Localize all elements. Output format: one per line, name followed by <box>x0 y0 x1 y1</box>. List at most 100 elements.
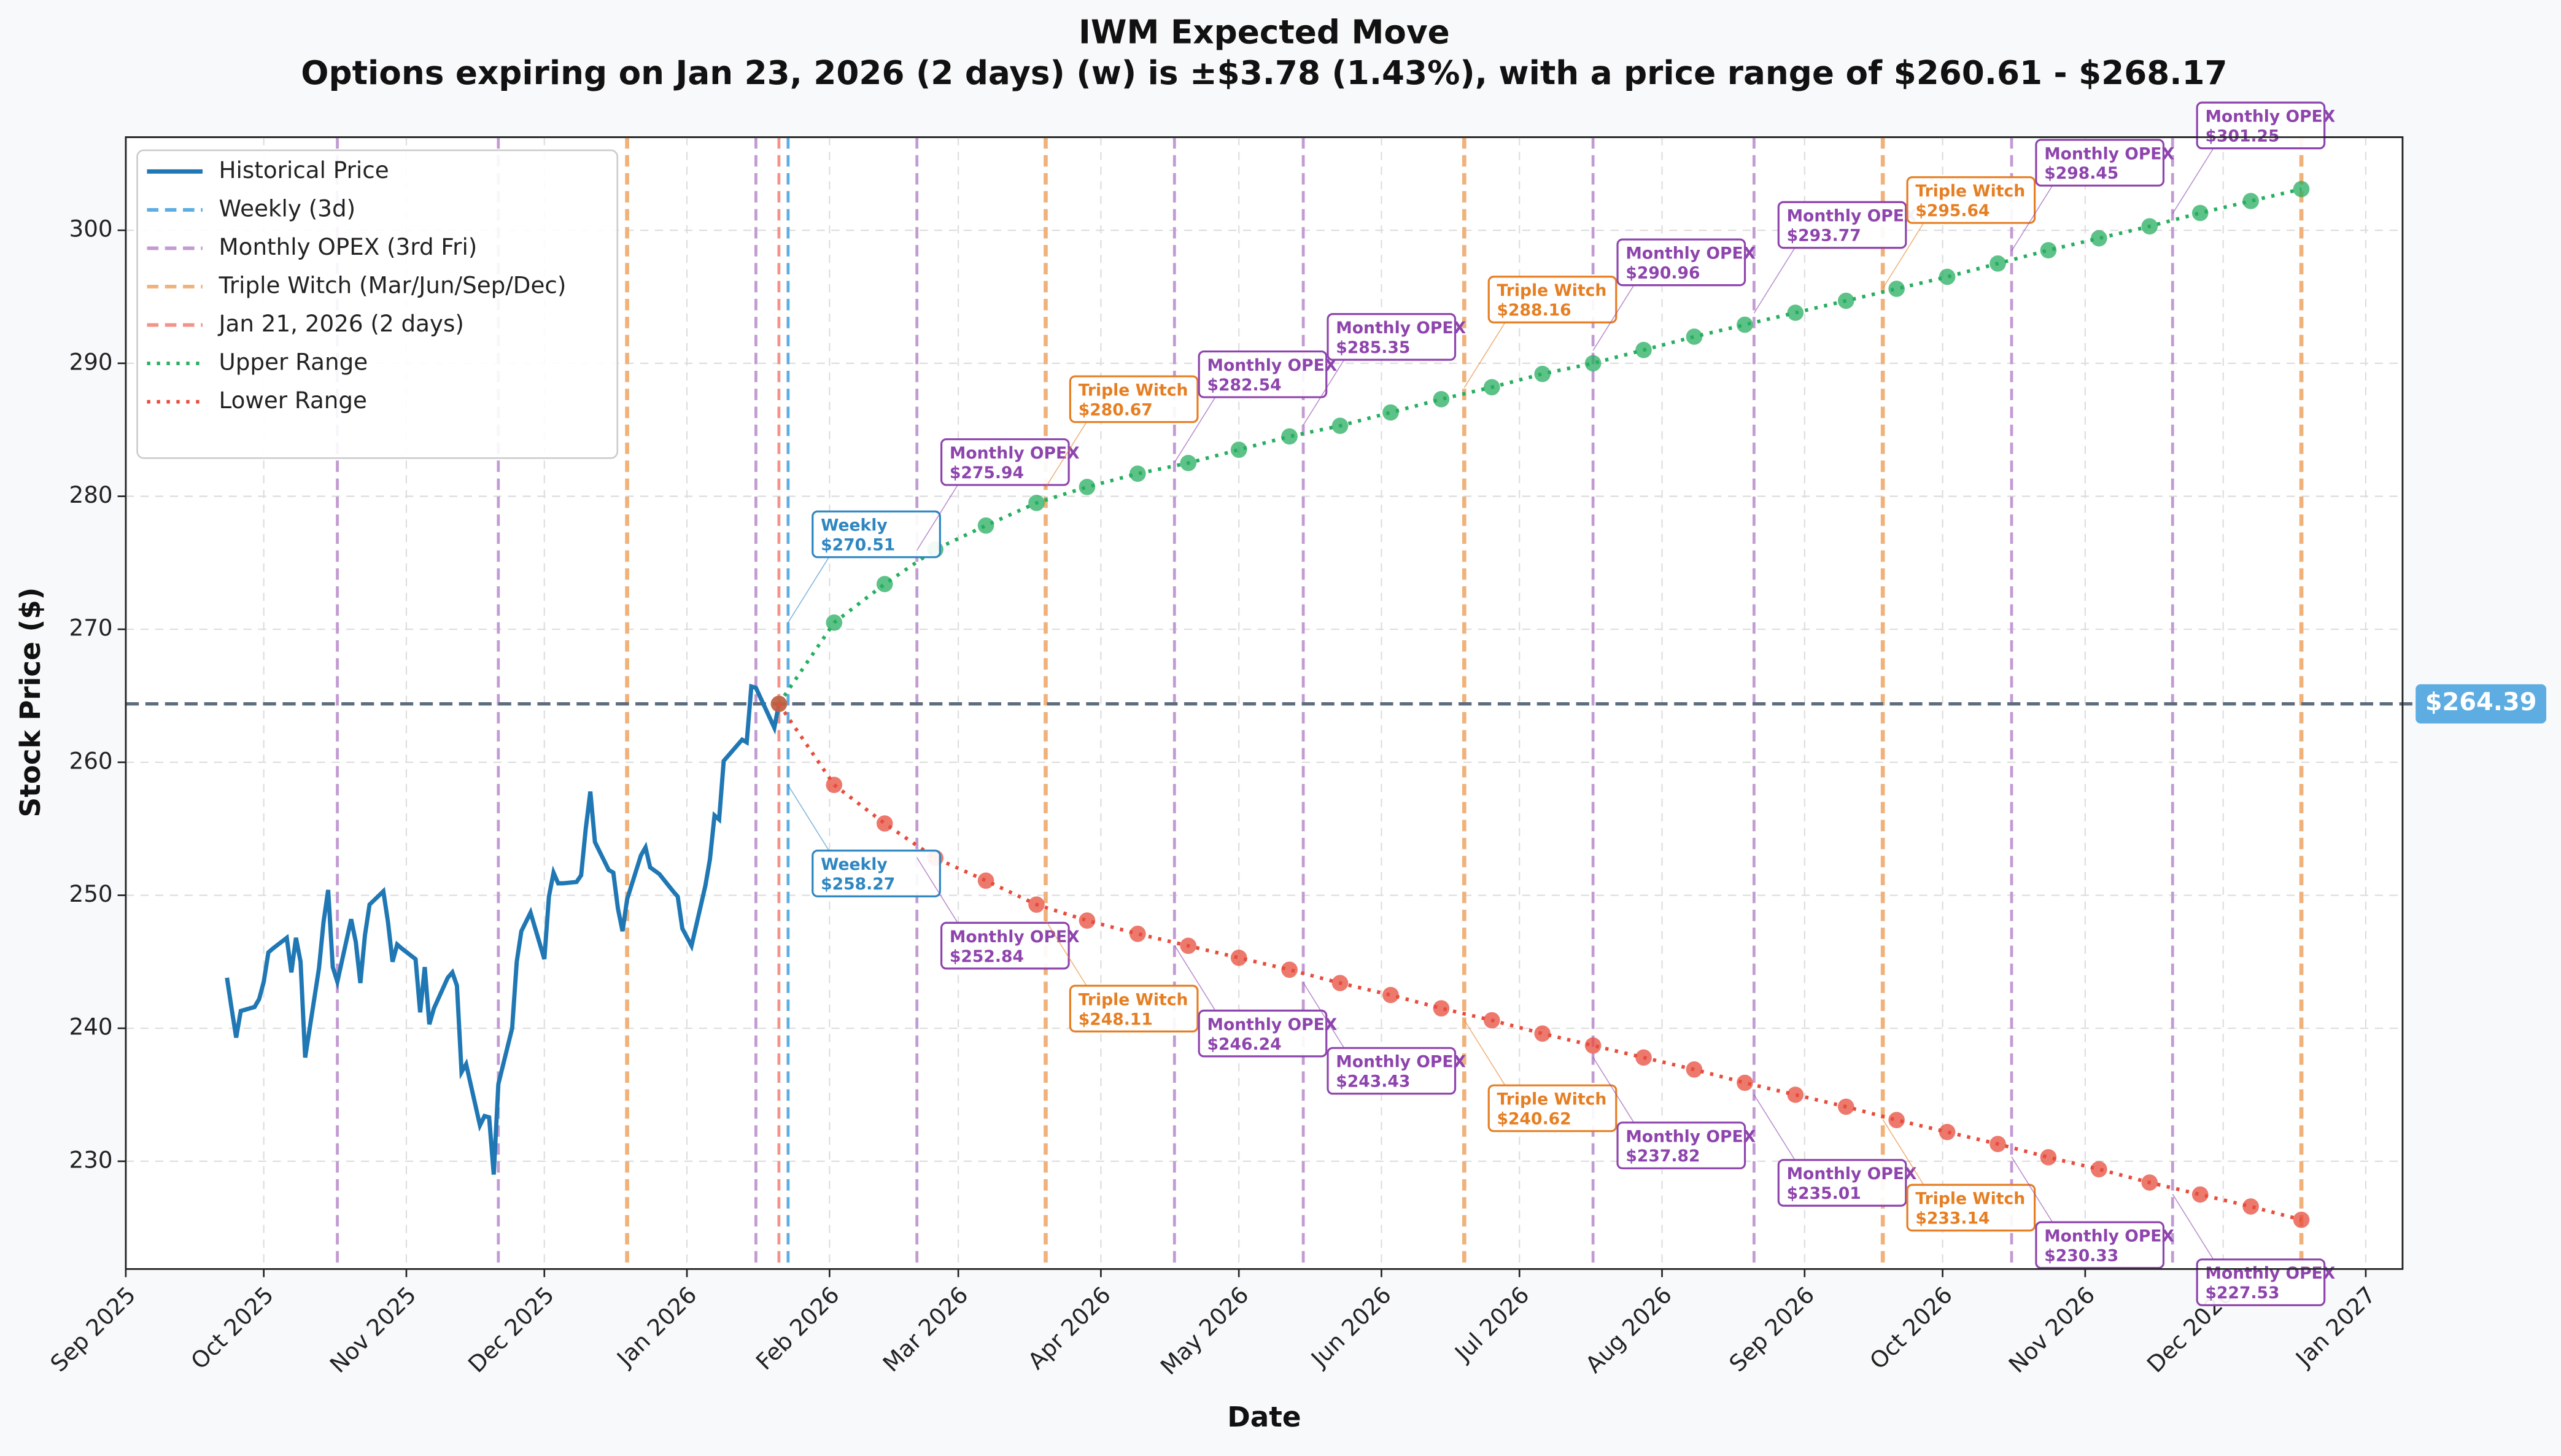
data-point <box>1686 1061 1703 1078</box>
annotation-leader <box>916 484 958 551</box>
data-point <box>1787 1086 1804 1103</box>
data-point <box>1990 255 2006 272</box>
annotation-text: $298.45 <box>2044 164 2118 183</box>
annotation-box <box>1777 201 1907 249</box>
annotation-leader <box>788 784 830 851</box>
data-point <box>1888 1112 1905 1128</box>
annotation-box <box>1777 1159 1907 1207</box>
annotation-leader <box>1882 222 1924 289</box>
plot-area <box>125 136 2404 1270</box>
annotation-label: Monthly OPEX <box>1625 244 1756 263</box>
data-point <box>1180 455 1197 471</box>
data-point <box>1990 1136 2006 1152</box>
data-point <box>770 695 788 713</box>
annotation-label: Monthly OPEX <box>1207 1015 1337 1034</box>
data-point <box>1382 986 1399 1004</box>
legend-box <box>136 149 619 459</box>
chart-title: IWM Expected Move <box>1079 14 1450 52</box>
legend-label: Historical Price <box>219 157 389 184</box>
annotation-label: Weekly <box>821 516 888 535</box>
data-point <box>1281 428 1298 445</box>
annotation-text: $237.82 <box>1625 1147 1700 1166</box>
data-point <box>2091 230 2107 247</box>
annotation-box <box>2035 139 2165 187</box>
data-point <box>2141 1174 2158 1191</box>
annotation-text: $243.43 <box>1336 1072 1410 1091</box>
data-point <box>1635 341 1652 358</box>
annotation-label: Monthly OPEX <box>2205 1264 2335 1283</box>
data-point <box>1686 328 1703 345</box>
legend-label: Lower Range <box>219 387 367 414</box>
annotation-leader <box>1753 247 1796 314</box>
annotation-label: Monthly OPEX <box>1787 207 1917 226</box>
data-point <box>1230 950 1247 966</box>
annotation-box <box>1198 1009 1328 1058</box>
annotation-text: $240.62 <box>1497 1110 1571 1129</box>
y-tick-label: 300 <box>69 215 113 242</box>
annotation-box <box>2035 1221 2165 1269</box>
annotation-label: Triple Witch <box>1079 990 1188 1009</box>
annotation-box <box>2196 1258 2326 1306</box>
y-tick-label: 270 <box>69 614 113 641</box>
y-axis-label: Stock Price ($) <box>14 587 47 818</box>
y-tick-label: 230 <box>69 1146 113 1173</box>
annotation-label: Monthly OPEX <box>2205 107 2335 126</box>
annotation-box <box>940 438 1070 486</box>
data-point <box>977 872 994 889</box>
annotation-leader <box>1463 322 1506 389</box>
annotation-box <box>1487 1084 1618 1133</box>
annotation-label: Monthly OPEX <box>1336 1053 1466 1072</box>
annotation-leader <box>1592 285 1635 351</box>
annotation-label: Monthly OPEX <box>1625 1127 1756 1146</box>
annotation-box <box>812 850 941 897</box>
y-tick-label: 260 <box>69 747 113 774</box>
annotation-box <box>1906 1183 2036 1232</box>
annotation-box <box>1487 276 1618 323</box>
legend-label: Triple Witch (Mar/Jun/Sep/Dec) <box>219 271 567 298</box>
annotation-leader <box>1303 359 1345 426</box>
data-point <box>1129 926 1146 942</box>
annotation-label: Triple Witch <box>1915 182 2025 201</box>
data-point <box>1584 355 1602 372</box>
y-tick-label: 290 <box>69 348 113 375</box>
data-point <box>977 517 994 534</box>
annotation-text: $233.14 <box>1915 1209 1990 1228</box>
annotation-text: $258.27 <box>821 875 895 894</box>
legend-label: Jan 21, 2026 (2 days) <box>218 310 464 337</box>
data-point <box>1028 896 1045 913</box>
data-point <box>826 614 843 631</box>
annotation-text: $246.24 <box>1207 1035 1281 1054</box>
annotation-box <box>1327 1047 1457 1095</box>
data-point <box>1433 1000 1450 1016</box>
data-point <box>1382 404 1399 421</box>
annotation-text: $275.94 <box>950 463 1024 482</box>
annotation-box <box>1198 350 1328 398</box>
data-point <box>1129 465 1146 482</box>
annotation-text: $288.16 <box>1497 301 1571 320</box>
annotation-box <box>940 921 1070 970</box>
data-point <box>2091 1161 2107 1178</box>
data-point <box>1230 441 1247 458</box>
annotation-box <box>1616 238 1746 287</box>
annotation-text: $248.11 <box>1079 1010 1153 1029</box>
annotation-leader <box>1753 1094 1796 1161</box>
data-point <box>1939 1123 1956 1140</box>
y-tick-label: 250 <box>69 880 113 907</box>
data-point <box>2293 1211 2310 1228</box>
legend-label: Upper Range <box>219 349 368 376</box>
data-point <box>1079 479 1096 495</box>
data-point <box>1635 1049 1652 1066</box>
annotation-label: Monthly OPEX <box>950 927 1080 947</box>
data-point <box>1737 1074 1753 1091</box>
data-point <box>1331 417 1349 434</box>
annotation-label: Monthly OPEX <box>1336 319 1466 338</box>
annotation-leader <box>1592 1056 1635 1123</box>
annotation-leader <box>1463 1020 1506 1086</box>
legend-label: Monthly OPEX (3rd Fri) <box>219 233 478 260</box>
data-point <box>2191 204 2209 222</box>
series-line <box>225 683 781 1175</box>
data-point <box>1737 316 1753 333</box>
data-point <box>2242 193 2259 209</box>
data-point <box>1787 304 1804 321</box>
